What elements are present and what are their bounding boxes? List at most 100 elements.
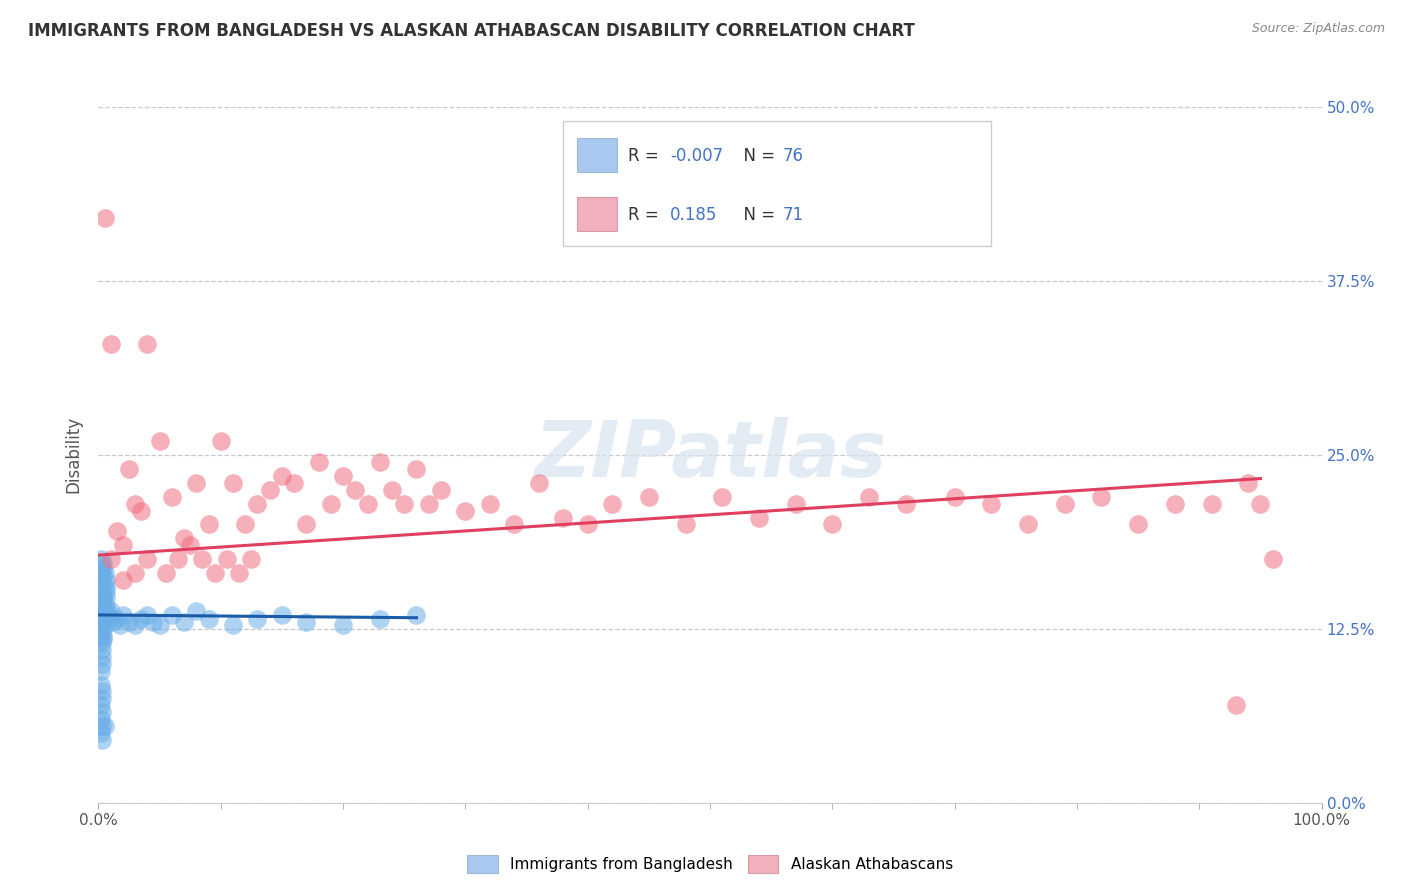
Point	[167, 552, 190, 566]
Point	[98, 612, 121, 626]
Point	[136, 552, 159, 566]
Point	[91, 562, 114, 576]
Point	[270, 607, 294, 622]
Point	[91, 598, 114, 612]
Point	[90, 559, 112, 574]
Point	[96, 604, 118, 618]
Point	[91, 594, 114, 608]
Point	[246, 612, 269, 626]
Point	[91, 632, 114, 646]
Point	[91, 557, 114, 571]
Point	[381, 483, 404, 497]
Point	[197, 612, 219, 626]
Point	[222, 475, 245, 490]
Point	[1090, 490, 1112, 504]
Point	[91, 570, 114, 584]
Point	[94, 573, 117, 587]
Point	[91, 576, 114, 591]
Point	[215, 552, 238, 566]
Point	[90, 698, 112, 713]
Point	[100, 336, 122, 351]
Y-axis label: Disability: Disability	[65, 417, 83, 493]
Point	[503, 517, 526, 532]
Point	[405, 607, 427, 622]
Point	[160, 490, 183, 504]
Text: IMMIGRANTS FROM BANGLADESH VS ALASKAN ATHABASCAN DISABILITY CORRELATION CHART: IMMIGRANTS FROM BANGLADESH VS ALASKAN AT…	[28, 22, 915, 40]
Point	[111, 538, 134, 552]
Point	[105, 612, 128, 626]
Point	[204, 566, 226, 581]
Point	[90, 607, 112, 622]
Point	[90, 601, 112, 615]
Point	[894, 497, 917, 511]
Point	[186, 475, 208, 490]
Point	[91, 642, 114, 657]
Point	[858, 490, 880, 504]
Text: 71: 71	[783, 206, 804, 224]
Point	[136, 607, 159, 622]
Point	[155, 566, 177, 581]
Point	[295, 517, 318, 532]
Point	[1249, 497, 1271, 511]
Point	[91, 622, 114, 636]
Point	[1225, 698, 1247, 713]
Point	[94, 580, 117, 594]
Point	[118, 462, 141, 476]
Point	[91, 657, 114, 671]
Point	[93, 719, 115, 733]
Point	[368, 612, 391, 626]
Point	[527, 475, 550, 490]
Point	[454, 503, 477, 517]
Point	[90, 712, 112, 726]
Point	[124, 497, 146, 511]
Point	[319, 497, 342, 511]
Point	[553, 510, 575, 524]
Point	[191, 552, 214, 566]
Point	[118, 615, 141, 629]
Point	[111, 607, 134, 622]
Point	[101, 615, 124, 629]
Point	[943, 490, 966, 504]
Point	[93, 566, 115, 581]
Point	[638, 490, 661, 504]
Point	[91, 629, 114, 643]
Point	[785, 497, 807, 511]
Point	[91, 590, 114, 604]
Point	[240, 552, 263, 566]
Point	[1053, 497, 1076, 511]
Point	[97, 607, 120, 622]
Point	[91, 733, 114, 747]
Point	[1164, 497, 1187, 511]
Point	[93, 211, 115, 226]
Point	[1261, 552, 1284, 566]
Point	[1201, 497, 1223, 511]
Point	[222, 617, 245, 632]
Point	[478, 497, 501, 511]
Point	[270, 468, 294, 483]
Point	[91, 649, 114, 664]
Point	[821, 517, 844, 532]
Point	[90, 594, 112, 608]
Point	[90, 677, 112, 691]
Point	[179, 538, 201, 552]
Point	[748, 510, 770, 524]
Point	[91, 622, 114, 636]
Point	[344, 483, 367, 497]
Point	[392, 497, 416, 511]
Point	[186, 604, 208, 618]
Text: R =: R =	[628, 147, 664, 165]
Point	[90, 566, 112, 581]
Point	[576, 517, 599, 532]
Point	[94, 590, 117, 604]
Point	[91, 587, 114, 601]
Point	[91, 612, 114, 626]
Point	[160, 607, 183, 622]
Point	[91, 573, 114, 587]
Point	[1237, 475, 1260, 490]
Point	[91, 636, 114, 650]
Point	[105, 524, 128, 539]
Point	[173, 615, 195, 629]
Point	[91, 604, 114, 618]
Point	[233, 517, 256, 532]
Point	[418, 497, 440, 511]
